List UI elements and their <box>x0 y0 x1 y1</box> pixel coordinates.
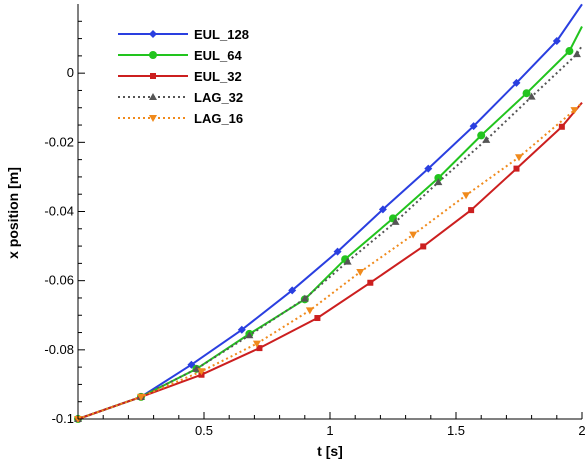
x-tick-label: 1.5 <box>447 423 465 438</box>
series-EUL_32 <box>75 101 583 422</box>
data-point <box>468 207 475 214</box>
y-axis-title: x position [m] <box>5 167 21 259</box>
x-tick-label: 0.5 <box>195 423 213 438</box>
x-axis-title: t [s] <box>317 443 343 459</box>
data-point <box>245 331 254 339</box>
series-EUL_64 <box>74 26 583 423</box>
legend-entry: EUL_32 <box>118 69 242 84</box>
data-point <box>237 325 246 334</box>
data-point <box>434 173 443 182</box>
data-point <box>197 368 206 376</box>
legend-marker <box>149 51 157 59</box>
data-point <box>477 131 486 140</box>
series-line-EUL_32 <box>77 101 583 420</box>
legend-entry: EUL_64 <box>118 48 242 63</box>
legend-marker <box>149 115 157 122</box>
legend: EUL_128 EUL_64 EUL_32 LAG_32 LAG_16 <box>118 27 249 126</box>
legend-label: EUL_32 <box>194 69 242 84</box>
data-point <box>552 37 561 46</box>
y-tick-label: 0 <box>67 65 74 80</box>
data-point <box>572 50 581 58</box>
y-tick-label: -0.02 <box>44 134 74 149</box>
data-point <box>513 165 520 172</box>
series-LAG_16 <box>74 101 583 423</box>
data-point <box>137 393 145 401</box>
data-point <box>333 247 342 256</box>
legend-label: EUL_128 <box>194 27 249 42</box>
legend-marker <box>149 93 157 100</box>
legend-entry: LAG_16 <box>118 111 243 126</box>
data-point <box>343 257 352 265</box>
legend-marker <box>149 30 157 38</box>
data-point <box>409 231 418 239</box>
legend-label: LAG_16 <box>194 111 243 126</box>
data-point <box>288 286 297 295</box>
series-line-EUL_128 <box>77 3 583 420</box>
y-tick-label: -0.04 <box>44 204 74 219</box>
data-point <box>356 269 365 277</box>
y-tick-label: -0.1 <box>52 411 74 426</box>
x-tick-label: 1 <box>326 423 333 438</box>
series-line-LAG_32 <box>77 44 583 420</box>
x-tick-label: 2 <box>578 423 585 438</box>
data-point <box>482 135 491 143</box>
data-point <box>252 340 261 348</box>
series-line-EUL_64 <box>77 26 583 420</box>
axes: 0.5 1 1.5 2 -0.1 -0.08 -0.06 -0.04 -0.02 0 <box>44 4 586 438</box>
data-point <box>391 217 400 225</box>
legend-marker <box>150 73 156 79</box>
legend-entry: EUL_128 <box>118 27 249 42</box>
data-point <box>462 192 471 200</box>
data-point <box>515 154 523 162</box>
legend-label: EUL_64 <box>194 48 242 63</box>
data-point <box>300 294 309 302</box>
data-point <box>522 89 531 98</box>
data-point <box>420 243 427 250</box>
y-tick-label: -0.06 <box>44 273 74 288</box>
legend-label: LAG_32 <box>194 90 243 105</box>
data-point <box>256 345 263 352</box>
series-line-LAG_16 <box>77 101 583 420</box>
legend-entry: LAG_32 <box>118 90 243 105</box>
data-point <box>469 122 478 131</box>
plot-area <box>74 3 583 423</box>
data-point <box>305 307 314 315</box>
series-EUL_128 <box>74 3 583 423</box>
data-point <box>424 164 433 173</box>
data-point <box>314 315 321 322</box>
data-point <box>570 107 579 115</box>
data-point <box>434 178 443 186</box>
data-point <box>378 205 387 214</box>
data-point <box>512 78 521 87</box>
y-tick-label: -0.08 <box>44 342 74 357</box>
data-point <box>527 92 536 100</box>
data-point <box>367 279 374 286</box>
data-point <box>558 123 565 130</box>
data-point <box>192 364 201 372</box>
series-LAG_32 <box>74 44 583 422</box>
data-point <box>565 47 574 56</box>
